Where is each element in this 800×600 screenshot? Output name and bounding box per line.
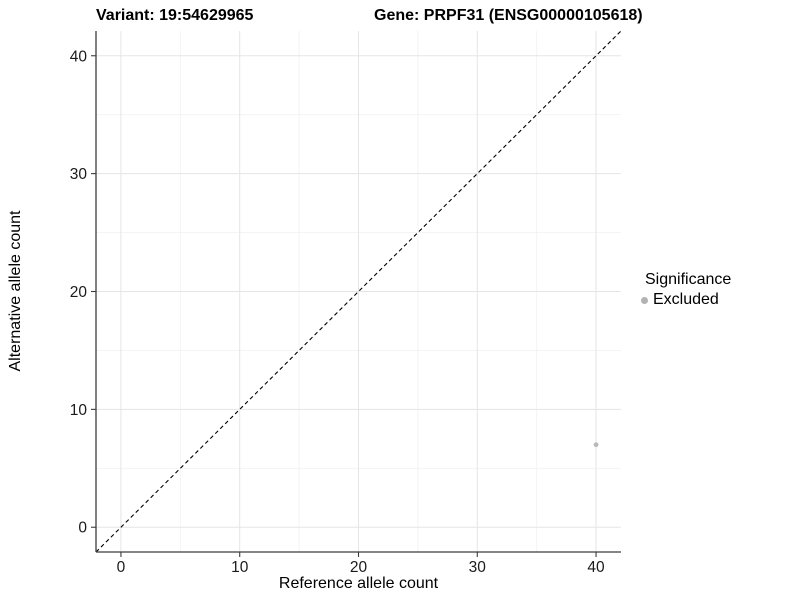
data-point-excluded	[593, 442, 599, 448]
x-axis-title: Reference allele count	[278, 575, 439, 592]
legend-item-excluded: Excluded	[641, 291, 731, 309]
identity-reference-line	[95, 30, 622, 553]
legend: Significance Excluded	[641, 271, 731, 309]
legend-title: Significance	[645, 271, 732, 288]
x-tick-label: 20	[350, 559, 368, 576]
y-axis-title: Alternative allele count	[7, 210, 24, 372]
y-tick-label: 10	[70, 402, 88, 419]
y-tick-label: 30	[70, 166, 88, 183]
y-tick-label: 20	[70, 284, 88, 301]
plot-title-variant: Variant: 19:54629965	[96, 7, 254, 24]
legend-swatch-icon	[641, 296, 648, 304]
x-tick-label: 40	[587, 559, 605, 576]
plot-title-gene: Gene: PRPF31 (ENSG00000105618)	[374, 7, 643, 24]
y-tick-label: 40	[70, 48, 88, 65]
y-tick-label: 0	[78, 520, 87, 537]
x-tick-label: 10	[231, 559, 249, 576]
x-tick-label: 0	[117, 559, 126, 576]
legend-item-label: Excluded	[653, 291, 719, 308]
x-tick-label: 30	[469, 559, 487, 576]
